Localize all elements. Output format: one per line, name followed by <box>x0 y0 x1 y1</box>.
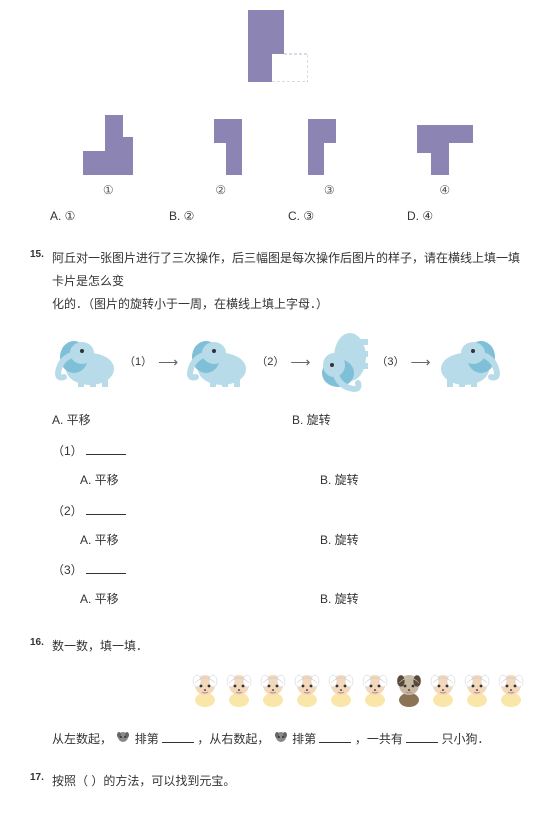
top-shape-svg <box>248 10 308 82</box>
answer-options-row: A. ① B. ② C. ③ D. ④ <box>30 209 526 223</box>
shape-item-3: ③ <box>308 119 350 197</box>
arrow-3-icon: ⟶ <box>411 349 431 376</box>
q16-t4: 排第 <box>292 732 316 746</box>
child-light-icon <box>462 672 492 708</box>
step-label-1: （1） <box>124 352 152 373</box>
q15-sub3-options: A. 平移 B. 旋转 <box>52 588 526 611</box>
q15-sub1-b[interactable]: B. 旋转 <box>320 469 359 492</box>
shape-item-4: ④ <box>417 125 473 197</box>
q16-t6: 只小狗． <box>442 732 490 746</box>
q15-sub3-b[interactable]: B. 旋转 <box>320 588 359 611</box>
arrow-2-icon: ⟶ <box>290 349 310 376</box>
blank-input[interactable] <box>319 729 351 743</box>
q16-t2: 排第 <box>135 732 159 746</box>
blank-input[interactable] <box>406 729 438 743</box>
q15-sub3: （3） <box>52 559 526 582</box>
shape-item-2: ② <box>200 119 242 197</box>
elephant-1 <box>52 335 118 389</box>
dog-icon <box>115 730 131 746</box>
q16-t5: ，一共有 <box>355 732 403 746</box>
q16-title: 数一数，填一填． <box>52 635 526 658</box>
child-light-icon <box>224 672 254 708</box>
q15-number: 15. <box>30 247 52 260</box>
child-light-icon <box>190 672 220 708</box>
shape-1-svg <box>83 115 133 175</box>
q16-body: 数一数，填一填． 从左数起， 排第 ，从右数起， 排第 ，一共有 只小狗． <box>52 635 526 752</box>
q15-sub2-options: A. 平移 B. 旋转 <box>52 529 526 552</box>
q16-t3: ，从右数起， <box>197 732 269 746</box>
step-label-3: （3） <box>376 352 404 373</box>
q15-sub2-label: （2） <box>52 504 83 518</box>
q15-opt-b[interactable]: B. 旋转 <box>292 409 331 432</box>
shape-4-svg <box>417 125 473 175</box>
elephant-2 <box>184 335 250 389</box>
question-16: 16. 数一数，填一填． 从左数起， 排第 ，从右数起， 排第 ，一共有 只小狗… <box>30 635 526 752</box>
shape-2-svg <box>200 119 242 175</box>
blank-input[interactable] <box>86 441 126 455</box>
elephant-4 <box>437 335 503 389</box>
q15-main-options: A. 平移 B. 旋转 <box>52 409 526 432</box>
child-light-icon <box>258 672 288 708</box>
option-a[interactable]: A. ① <box>50 209 169 223</box>
shape-label-4: ④ <box>439 183 450 197</box>
q15-opt-a[interactable]: A. 平移 <box>52 409 292 432</box>
q15-text-2: 化的．（图片的旋转小于一周，在横线上填上字母．） <box>52 293 526 316</box>
q15-sub1-label: （1） <box>52 444 83 458</box>
q17-body: 按照（ ）的方法，可以找到元宝。 <box>52 770 526 793</box>
shape-3-svg <box>308 119 350 175</box>
dog-icon <box>273 730 289 746</box>
blank-input[interactable] <box>162 729 194 743</box>
child-light-icon <box>360 672 390 708</box>
q15-sub3-a[interactable]: A. 平移 <box>80 588 320 611</box>
shape-label-3: ③ <box>324 183 335 197</box>
q16-fill-line: 从左数起， 排第 ，从右数起， 排第 ，一共有 只小狗． <box>52 726 526 752</box>
option-c[interactable]: C. ③ <box>288 209 407 223</box>
child-dark-icon <box>394 672 424 708</box>
q15-sub2-a[interactable]: A. 平移 <box>80 529 320 552</box>
question-15: 15. 阿丘对一张图片进行了三次操作，后三幅图是每次操作后图片的样子，请在横线上… <box>30 247 526 617</box>
option-b[interactable]: B. ② <box>169 209 288 223</box>
children-row <box>52 672 526 708</box>
step-label-2: （2） <box>256 352 284 373</box>
child-light-icon <box>496 672 526 708</box>
q15-body: 阿丘对一张图片进行了三次操作，后三幅图是每次操作后图片的样子，请在横线上填一填卡… <box>52 247 526 617</box>
q15-sub3-label: （3） <box>52 563 83 577</box>
shape-item-1: ① <box>83 115 133 197</box>
child-light-icon <box>428 672 458 708</box>
blank-input[interactable] <box>86 501 126 515</box>
blank-input[interactable] <box>86 560 126 574</box>
q15-sub1-options: A. 平移 B. 旋转 <box>52 469 526 492</box>
arrow-1-icon: ⟶ <box>158 349 178 376</box>
q15-text-1: 阿丘对一张图片进行了三次操作，后三幅图是每次操作后图片的样子，请在横线上填一填卡… <box>52 247 526 293</box>
elephant-3-rotated <box>316 329 370 395</box>
question-17: 17. 按照（ ）的方法，可以找到元宝。 <box>30 770 526 793</box>
q15-sub2-b[interactable]: B. 旋转 <box>320 529 359 552</box>
q17-text: 按照（ ）的方法，可以找到元宝。 <box>52 774 235 788</box>
candidate-shapes-row: ① ② ③ ④ <box>50 115 506 197</box>
shape-label-2: ② <box>215 183 226 197</box>
child-light-icon <box>326 672 356 708</box>
q17-number: 17. <box>30 770 52 783</box>
q15-sub2: （2） <box>52 500 526 523</box>
shape-label-1: ① <box>103 183 114 197</box>
q15-sub1-a[interactable]: A. 平移 <box>80 469 320 492</box>
child-light-icon <box>292 672 322 708</box>
q15-sub1: （1） <box>52 440 526 463</box>
elephants-row: （1） ⟶ （2） ⟶ <box>52 329 526 395</box>
top-shape-container <box>30 10 526 85</box>
q16-number: 16. <box>30 635 52 648</box>
option-d[interactable]: D. ④ <box>407 209 526 223</box>
q16-t1: 从左数起， <box>52 732 112 746</box>
